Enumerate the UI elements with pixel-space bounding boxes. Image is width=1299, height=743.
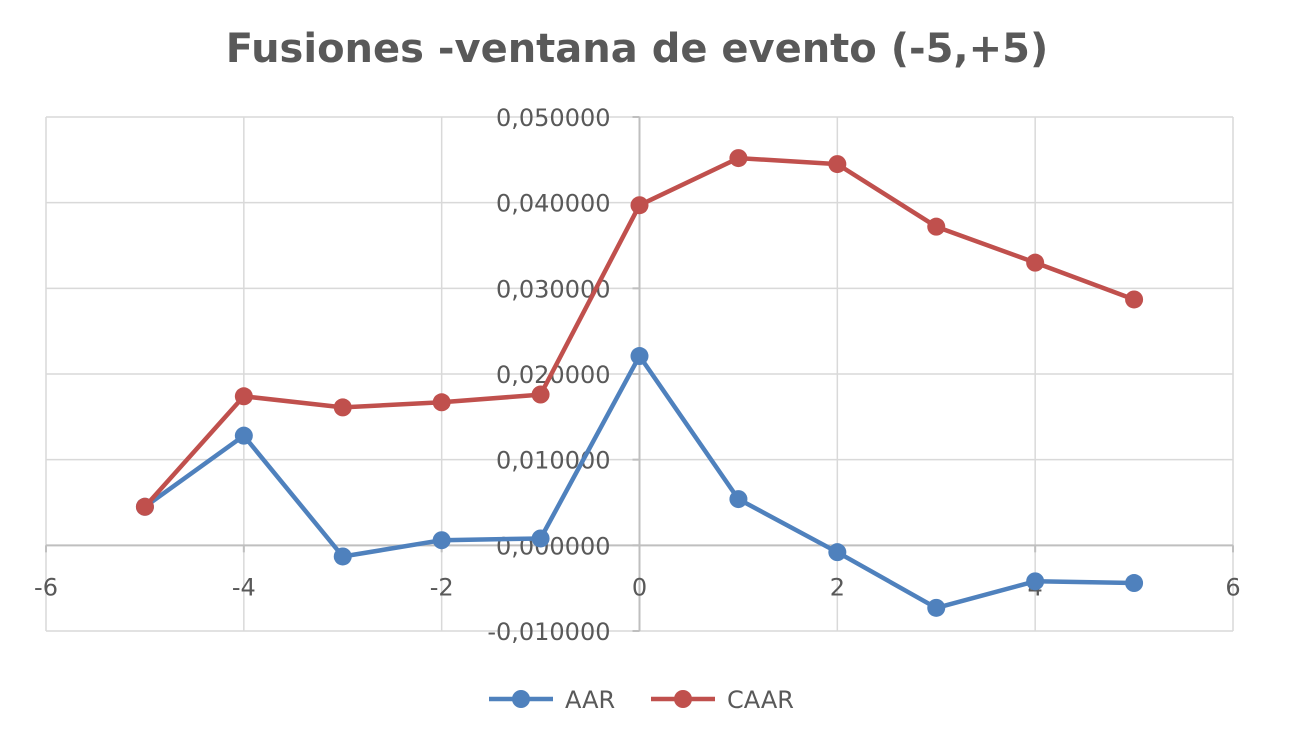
legend-swatch-marker	[674, 690, 692, 708]
data-point-aar	[1125, 574, 1144, 593]
data-point-aar	[729, 490, 748, 509]
data-point-aar	[927, 598, 946, 617]
data-point-aar	[630, 347, 649, 366]
legend: AAR CAAR	[489, 686, 794, 714]
series-caar	[135, 149, 1144, 516]
data-point-caar	[135, 497, 154, 516]
data-point-aar	[234, 426, 253, 445]
x-tick-label: -6	[34, 573, 58, 601]
legend-label: AAR	[565, 686, 615, 714]
data-point-aar	[333, 547, 352, 566]
data-point-caar	[630, 196, 649, 215]
data-point-caar	[333, 398, 352, 417]
legend-label: CAAR	[727, 686, 794, 714]
legend-item-aar: AAR	[489, 686, 615, 714]
series-layer	[135, 149, 1144, 617]
data-point-caar	[234, 387, 253, 406]
y-tick-label: 0,010000	[496, 447, 611, 475]
x-tick-label: -4	[232, 573, 256, 601]
data-point-aar	[1026, 572, 1045, 591]
data-point-caar	[432, 393, 451, 412]
data-point-caar	[1026, 253, 1045, 272]
y-tick-label: 0,000000	[496, 532, 611, 560]
legend-item-caar: CAAR	[651, 686, 794, 714]
data-point-caar	[828, 155, 847, 174]
axis-layer: -6-4-20246-0,0100000,0000000,0100000,020…	[34, 104, 1241, 646]
x-tick-label: 0	[632, 573, 647, 601]
data-point-aar	[828, 543, 847, 562]
y-tick-label: -0,010000	[487, 618, 610, 646]
legend-swatch-marker	[512, 690, 530, 708]
data-point-caar	[927, 217, 946, 236]
data-point-caar	[1125, 290, 1144, 309]
data-point-aar	[432, 531, 451, 550]
data-point-aar	[531, 529, 550, 548]
x-tick-label: 2	[830, 573, 845, 601]
x-tick-label: 6	[1225, 573, 1240, 601]
y-tick-label: 0,050000	[496, 104, 611, 132]
x-tick-label: -2	[430, 573, 454, 601]
data-point-caar	[531, 385, 550, 404]
data-point-caar	[729, 149, 748, 168]
chart-title: Fusiones -ventana de evento (-5,+5)	[226, 26, 1049, 72]
y-tick-label: 0,040000	[496, 190, 611, 218]
